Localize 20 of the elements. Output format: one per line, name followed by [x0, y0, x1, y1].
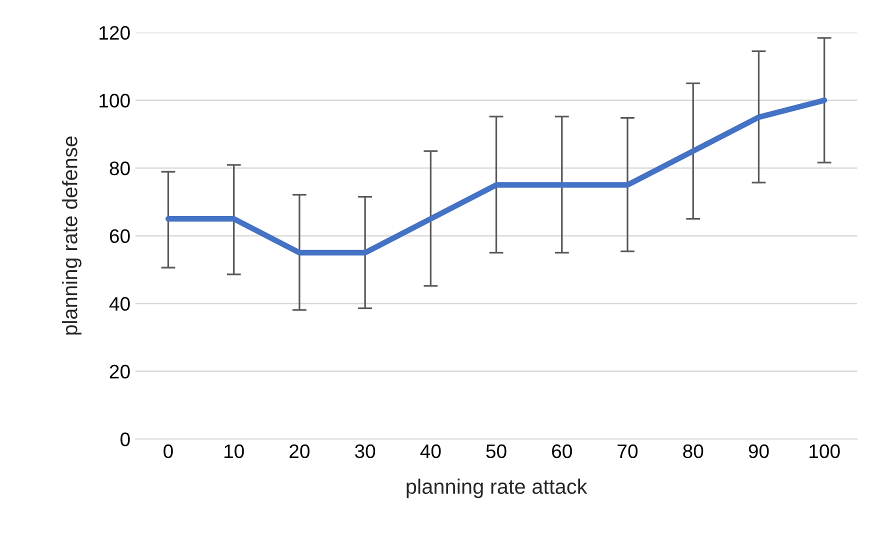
y-tick-label: 0	[120, 432, 130, 446]
y-axis-title: planning rate defense	[62, 136, 82, 335]
x-tick-label: 10	[224, 444, 244, 458]
x-tick-label: 70	[618, 444, 638, 458]
y-tick-label: 120	[100, 26, 130, 40]
y-tick-label: 60	[110, 229, 130, 244]
x-tick-label: 0	[164, 444, 173, 458]
y-tick-label: 80	[110, 161, 130, 176]
x-tick-label: 80	[683, 444, 704, 458]
y-tick-label: 100	[100, 94, 130, 108]
y-tick-label: 40	[109, 296, 130, 311]
x-tick-label: 20	[290, 444, 310, 458]
x-tick-label: 30	[354, 444, 376, 458]
x-axis-title: planning rate attack	[406, 478, 588, 498]
x-tick-label: 60	[552, 444, 572, 458]
x-tick-label: 50	[486, 444, 506, 458]
x-tick-label: 40	[420, 444, 441, 458]
y-tick-label: 20	[110, 364, 130, 379]
x-tick-label: 100	[810, 444, 840, 458]
x-tick-label: 90	[748, 444, 769, 458]
